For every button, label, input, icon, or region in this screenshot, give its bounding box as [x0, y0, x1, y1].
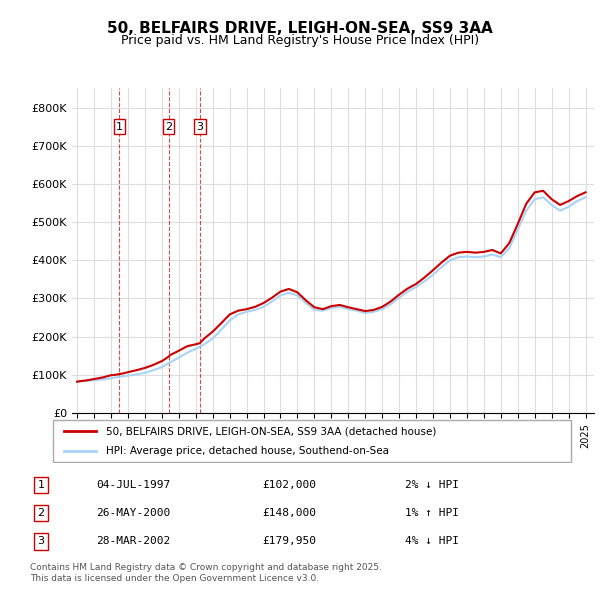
Text: £179,950: £179,950	[262, 536, 316, 546]
Text: Contains HM Land Registry data © Crown copyright and database right 2025.
This d: Contains HM Land Registry data © Crown c…	[30, 563, 382, 583]
Text: 3: 3	[38, 536, 44, 546]
Text: 50, BELFAIRS DRIVE, LEIGH-ON-SEA, SS9 3AA (detached house): 50, BELFAIRS DRIVE, LEIGH-ON-SEA, SS9 3A…	[106, 427, 436, 436]
Text: £148,000: £148,000	[262, 508, 316, 518]
Text: 1% ↑ HPI: 1% ↑ HPI	[406, 508, 460, 518]
Text: 4% ↓ HPI: 4% ↓ HPI	[406, 536, 460, 546]
Text: 1: 1	[38, 480, 44, 490]
Text: 04-JUL-1997: 04-JUL-1997	[96, 480, 170, 490]
Text: 26-MAY-2000: 26-MAY-2000	[96, 508, 170, 518]
Text: Price paid vs. HM Land Registry's House Price Index (HPI): Price paid vs. HM Land Registry's House …	[121, 34, 479, 47]
FancyBboxPatch shape	[53, 420, 571, 463]
Text: 3: 3	[196, 122, 203, 132]
Text: 2% ↓ HPI: 2% ↓ HPI	[406, 480, 460, 490]
Text: £102,000: £102,000	[262, 480, 316, 490]
Text: 50, BELFAIRS DRIVE, LEIGH-ON-SEA, SS9 3AA: 50, BELFAIRS DRIVE, LEIGH-ON-SEA, SS9 3A…	[107, 21, 493, 35]
Text: 28-MAR-2002: 28-MAR-2002	[96, 536, 170, 546]
Text: 2: 2	[37, 508, 44, 518]
Text: HPI: Average price, detached house, Southend-on-Sea: HPI: Average price, detached house, Sout…	[106, 446, 389, 455]
Text: 1: 1	[116, 122, 123, 132]
Text: 2: 2	[165, 122, 172, 132]
